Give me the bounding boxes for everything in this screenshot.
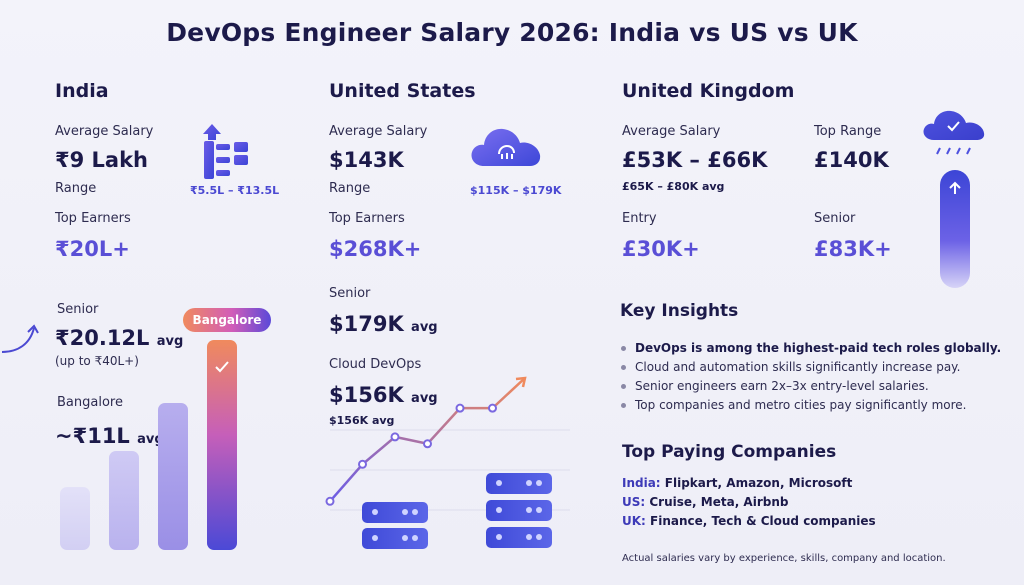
- arrow-up-icon: [949, 181, 961, 194]
- footnote: Actual salaries vary by experience, skil…: [622, 553, 946, 564]
- india-senior-value: ₹20.12L avg: [55, 326, 184, 350]
- hierarchy-icon: [203, 124, 248, 179]
- india-heading: India: [55, 80, 109, 102]
- company-row: US: Cruise, Meta, Airbnb: [622, 495, 789, 509]
- uk-avg-note: £65K – £80K avg: [622, 180, 725, 193]
- trend-point: [488, 403, 497, 413]
- trend-arrowhead: [515, 376, 527, 388]
- company-row: India: Flipkart, Amazon, Microsoft: [622, 476, 853, 490]
- us-cloud-label: Cloud DevOps: [329, 357, 422, 372]
- insight-item: Cloud and automation skills significantl…: [621, 358, 1001, 377]
- server-icon: [362, 528, 428, 549]
- server-icon: [486, 500, 552, 521]
- insight-item: Top companies and metro cities pay signi…: [621, 396, 1001, 415]
- us-avg-label: Average Salary: [329, 124, 428, 139]
- us-avg-value: $143K: [329, 148, 404, 172]
- india-avg-value: ₹9 Lakh: [55, 148, 149, 172]
- server-icon: [486, 527, 552, 548]
- india-avg-label: Average Salary: [55, 124, 154, 139]
- us-cloud-value: $156K avg: [329, 383, 438, 407]
- india-city-value: ~₹11L avg: [55, 424, 164, 448]
- us-top-label: Top Earners: [329, 211, 405, 226]
- companies-heading: Top Paying Companies: [622, 442, 837, 462]
- india-range-label: Range: [55, 181, 97, 196]
- uk-entry-label: Entry: [622, 211, 657, 226]
- us-cloud-note: $156K avg: [329, 414, 395, 427]
- uk-avg-label: Average Salary: [622, 124, 721, 139]
- india-bar: [207, 340, 237, 550]
- india-senior-note: (up to ₹40L+): [55, 354, 139, 368]
- us-heading: United States: [329, 80, 476, 102]
- insights-heading: Key Insights: [620, 301, 739, 321]
- uk-toprange-value: £140K: [814, 148, 889, 172]
- uk-entry-value: £30K+: [622, 237, 700, 261]
- us-range-label: Range: [329, 181, 371, 196]
- trend-point: [358, 459, 367, 469]
- check-icon: [215, 361, 229, 373]
- server-icon: [486, 473, 552, 494]
- trend-point: [423, 439, 432, 449]
- india-bar: [158, 403, 188, 550]
- cloud-icon: [471, 128, 541, 166]
- uk-toprange-label: Top Range: [814, 124, 882, 139]
- insights-list: DevOps is among the highest-paid tech ro…: [621, 339, 1001, 415]
- insight-item: DevOps is among the highest-paid tech ro…: [621, 339, 1001, 358]
- trend-point: [390, 432, 400, 442]
- india-senior-label: Senior: [57, 302, 99, 317]
- company-row: UK: Finance, Tech & Cloud companies: [622, 514, 876, 528]
- us-range-value: $115K – $179K: [470, 184, 562, 197]
- india-top-value: ₹20L+: [55, 237, 130, 261]
- uk-senior-label: Senior: [814, 211, 856, 226]
- uk-avg-value: £53K – £66K: [622, 148, 768, 172]
- india-city-label: Bangalore: [57, 395, 123, 410]
- companies-list: India: Flipkart, Amazon, Microsoft US: C…: [622, 474, 876, 531]
- rain-cloud-icon: [923, 110, 985, 155]
- page-title: DevOps Engineer Salary 2026: India vs US…: [166, 18, 858, 47]
- trend-point: [455, 403, 465, 413]
- bangalore-badge: Bangalore: [183, 308, 271, 332]
- india-top-label: Top Earners: [55, 211, 131, 226]
- us-top-value: $268K+: [329, 237, 422, 261]
- trend-point: [325, 496, 335, 506]
- uk-heading: United Kingdom: [622, 80, 795, 102]
- india-bar-chart: [60, 340, 245, 550]
- server-icon: [362, 502, 428, 523]
- india-range-value: ₹5.5L – ₹13.5L: [190, 184, 280, 197]
- india-bar: [109, 451, 139, 550]
- insight-item: Senior engineers earn 2x–3x entry-level …: [621, 377, 1001, 396]
- us-senior-label: Senior: [329, 286, 371, 301]
- curved-arrow-icon: [1, 324, 39, 353]
- uk-senior-value: £83K+: [814, 237, 892, 261]
- us-senior-value: $179K avg: [329, 312, 438, 336]
- india-bar: [60, 487, 90, 550]
